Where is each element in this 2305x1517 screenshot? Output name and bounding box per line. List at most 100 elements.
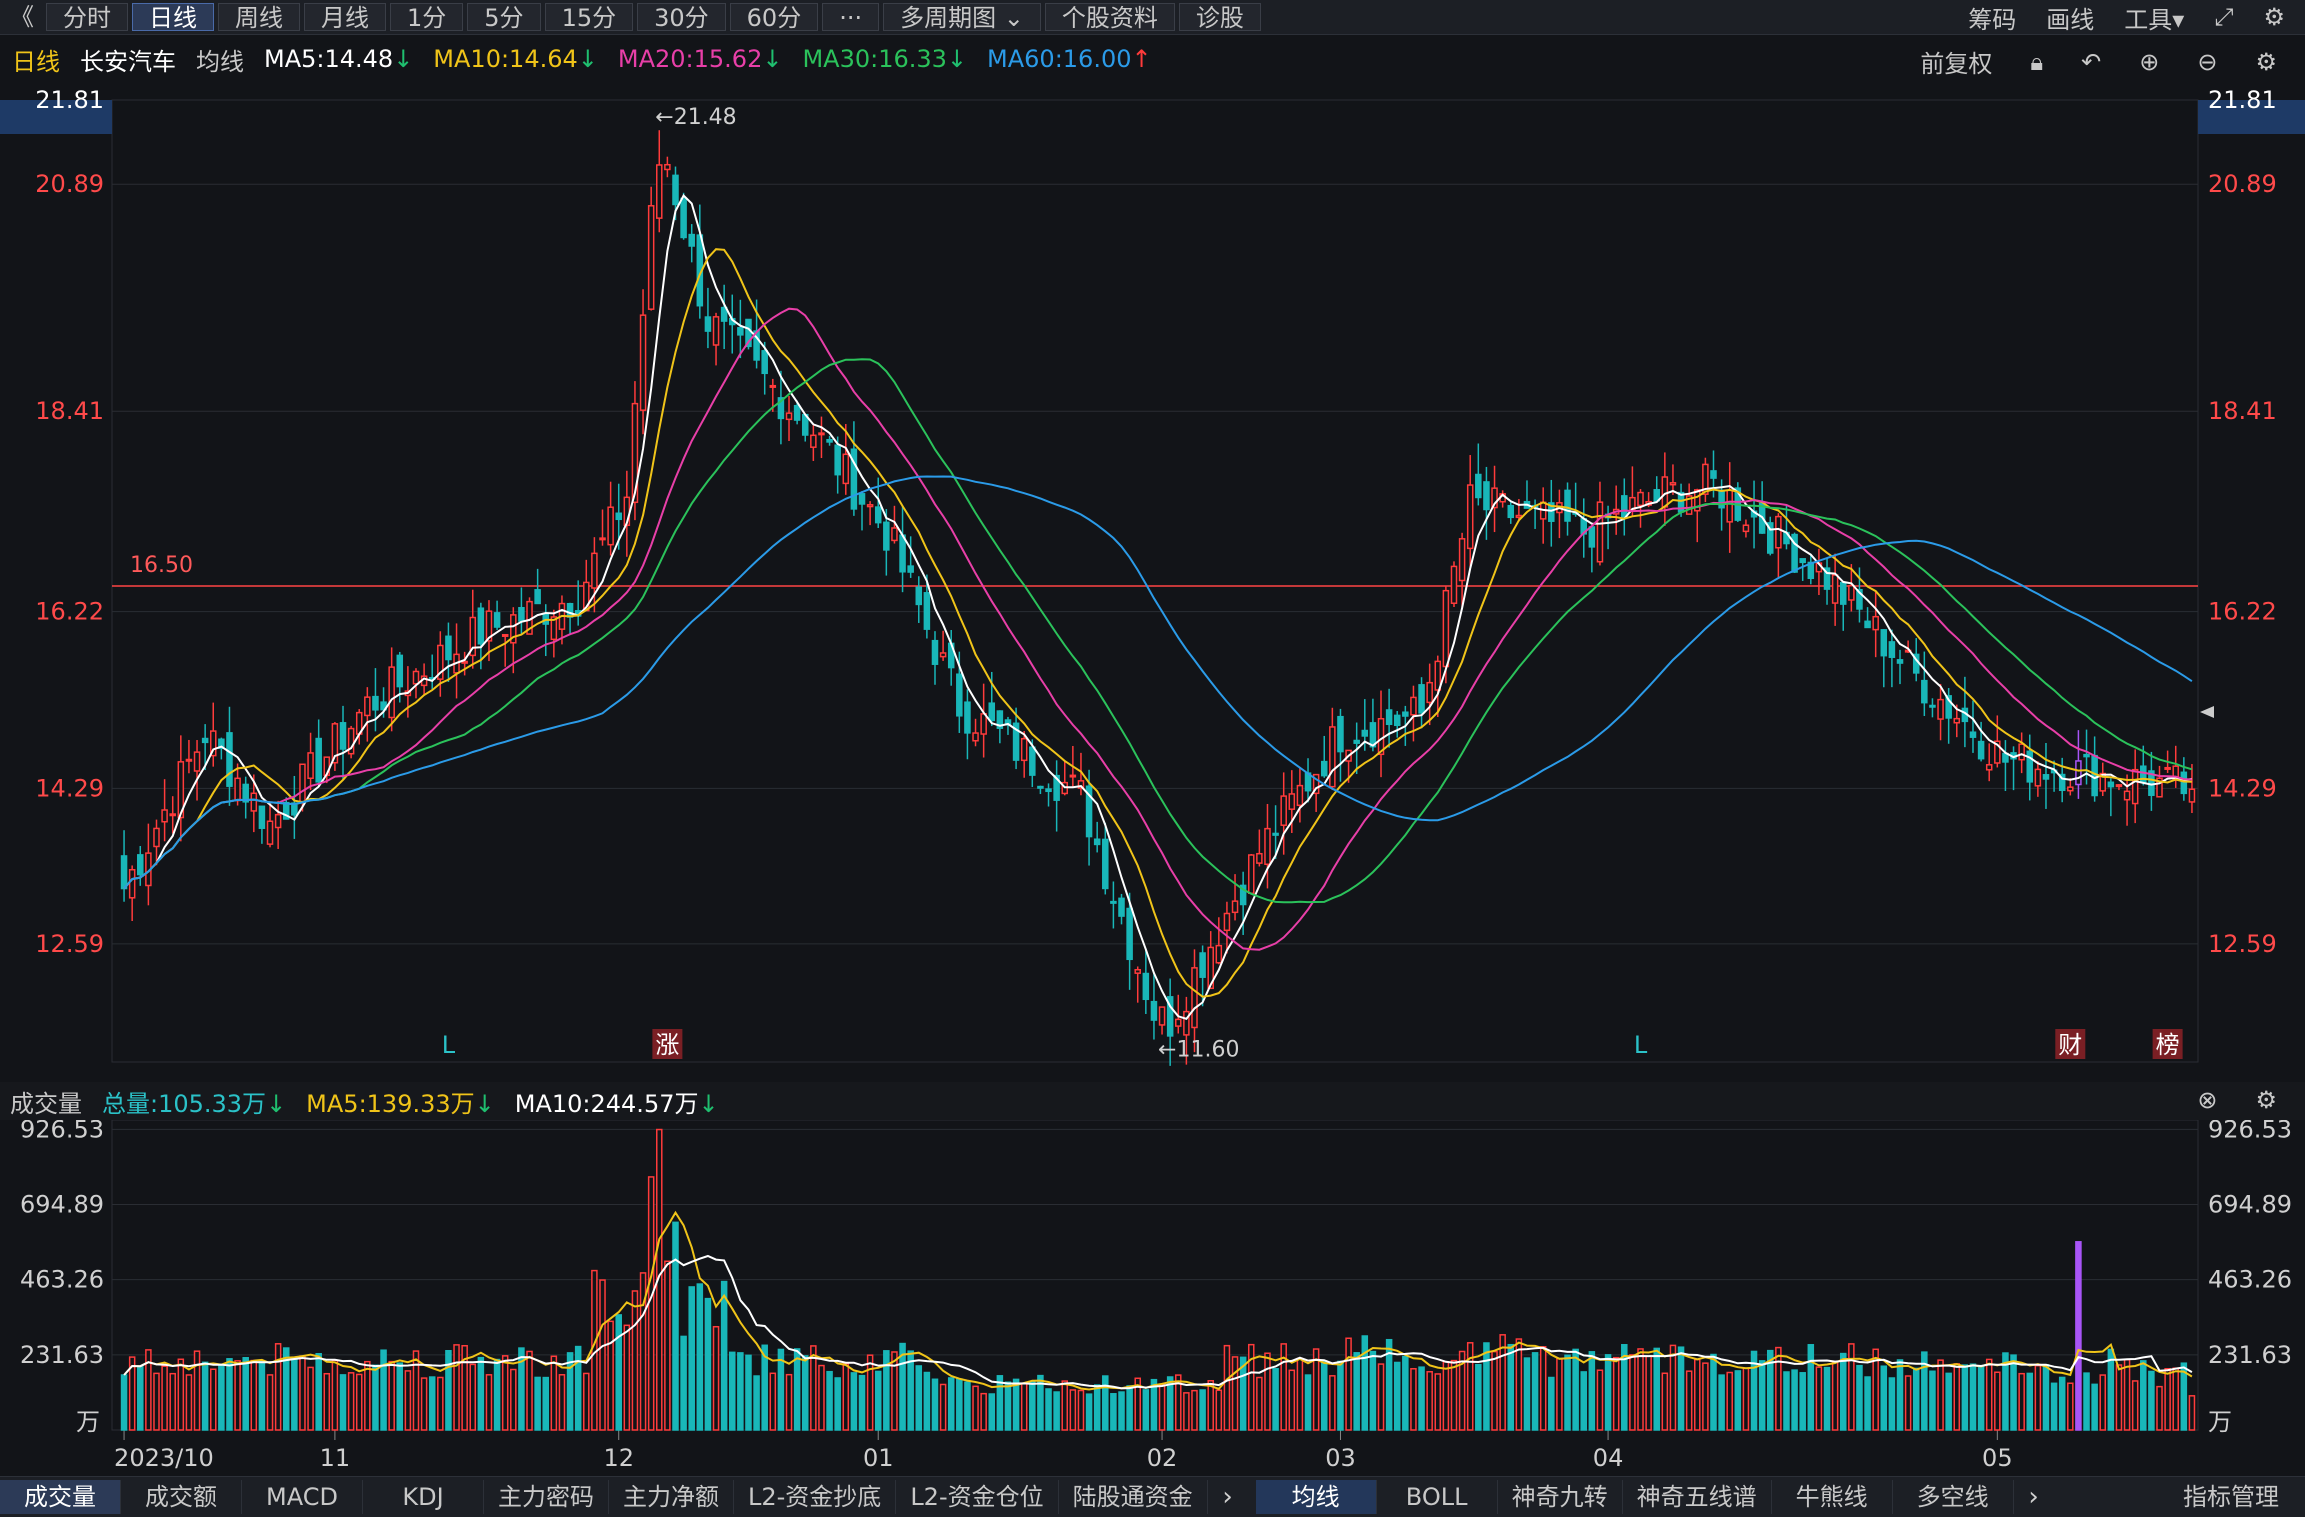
candle-body[interactable]	[550, 616, 558, 641]
volume-bar[interactable]	[1766, 1349, 1774, 1431]
candle-body[interactable]	[2115, 784, 2123, 788]
candle-body[interactable]	[469, 616, 477, 657]
candle-body[interactable]	[1588, 526, 1596, 548]
volume-bar[interactable]	[1345, 1337, 1352, 1431]
volume-bar[interactable]	[915, 1365, 923, 1431]
volume-bar[interactable]	[810, 1345, 817, 1431]
event-marker[interactable]: L	[442, 1031, 456, 1059]
candle-body[interactable]	[1126, 907, 1133, 961]
candle-body[interactable]	[1929, 704, 1936, 708]
volume-bar[interactable]	[2140, 1360, 2147, 1431]
candle-body[interactable]	[1710, 470, 1717, 479]
candle-body[interactable]	[299, 763, 306, 803]
volume-bar[interactable]	[137, 1365, 144, 1431]
indicator-tab[interactable]: 主力净额	[609, 1480, 734, 1514]
candle-body[interactable]	[1669, 482, 1677, 486]
volume-bar[interactable]	[1166, 1376, 1174, 1431]
volume-bar[interactable]	[1029, 1381, 1036, 1431]
volume-bar[interactable]	[631, 1290, 639, 1431]
candle-body[interactable]	[339, 722, 347, 750]
volume-bar[interactable]	[769, 1372, 777, 1431]
volume-bar[interactable]	[1256, 1376, 1263, 1431]
adjust-button[interactable]: 前复权	[1920, 50, 1993, 78]
volume-bar[interactable]	[1450, 1359, 1458, 1431]
volume-bar[interactable]	[1280, 1343, 1287, 1431]
candle-body[interactable]	[1272, 832, 1279, 836]
candle-body[interactable]	[1175, 1018, 1182, 1027]
indicator-tab[interactable]: 陆股通资金	[1059, 1480, 1208, 1514]
candle-body[interactable]	[826, 438, 833, 443]
volume-bar[interactable]	[2107, 1348, 2115, 1431]
candle-body[interactable]	[566, 602, 574, 618]
overlay-tab[interactable]: 多空线	[1893, 1480, 2014, 1514]
close-icon[interactable]: ⊗	[2197, 1086, 2218, 1114]
volume-bar[interactable]	[218, 1364, 225, 1431]
volume-bar[interactable]	[1637, 1348, 1644, 1431]
period-tab-7[interactable]: 30分	[637, 3, 726, 32]
candle-body[interactable]	[1994, 740, 2001, 764]
candle-body[interactable]	[1312, 773, 1320, 795]
candle-body[interactable]	[647, 205, 655, 310]
candle-body[interactable]	[1329, 726, 1336, 788]
volume-bar[interactable]	[1053, 1391, 1060, 1431]
volume-bar[interactable]	[1304, 1374, 1312, 1431]
candle-body[interactable]	[1864, 620, 1871, 629]
volume-bar[interactable]	[1929, 1370, 1936, 1431]
indicator-tab[interactable]: KDJ	[363, 1480, 484, 1514]
undo-icon[interactable]: ↶	[2081, 47, 2102, 76]
volume-bar[interactable]	[2180, 1362, 2188, 1431]
candle-body[interactable]	[1150, 1000, 1158, 1021]
candle-body[interactable]	[2034, 768, 2042, 787]
volume-bar[interactable]	[2002, 1352, 2009, 1431]
volume-bar[interactable]	[1888, 1377, 1896, 1431]
diagnose-button[interactable]: 诊股	[1178, 3, 1261, 32]
volume-bar[interactable]	[1572, 1348, 1579, 1431]
candle-body[interactable]	[153, 827, 160, 848]
candle-body[interactable]	[680, 197, 687, 239]
volume-bar[interactable]	[120, 1374, 128, 1431]
candle-body[interactable]	[1166, 996, 1174, 1037]
volume-bar[interactable]	[1158, 1384, 1166, 1431]
candle-body[interactable]	[777, 397, 785, 420]
volume-bar[interactable]	[1953, 1363, 1961, 1431]
volume-bar[interactable]	[1531, 1352, 1539, 1431]
candle-body[interactable]	[1953, 717, 1961, 724]
candle-body[interactable]	[1280, 795, 1287, 826]
volume-bar[interactable]	[1645, 1355, 1652, 1431]
more-periods-button[interactable]: ···	[822, 3, 880, 32]
lock-icon[interactable]: 🔒︎	[2030, 47, 2044, 76]
volume-bar[interactable]	[501, 1355, 509, 1431]
candle-body[interactable]	[858, 493, 866, 505]
candle-body[interactable]	[631, 402, 639, 504]
candle-body[interactable]	[1069, 774, 1077, 778]
candle-body[interactable]	[1434, 660, 1442, 691]
volume-bar[interactable]	[2075, 1241, 2082, 1431]
volume-bar[interactable]	[1969, 1363, 1977, 1431]
candle-body[interactable]	[1353, 739, 1360, 744]
volume-bar[interactable]	[1361, 1335, 1369, 1431]
volume-bar[interactable]	[2148, 1370, 2155, 1431]
volume-bar[interactable]	[2034, 1364, 2042, 1431]
candle-body[interactable]	[1515, 514, 1523, 519]
volume-bar[interactable]	[1320, 1360, 1328, 1431]
ma-label[interactable]: 均线	[196, 47, 244, 76]
candle-body[interactable]	[1223, 912, 1231, 932]
volume-bar[interactable]	[542, 1376, 550, 1431]
volume-bar[interactable]	[1385, 1338, 1393, 1431]
volume-bar[interactable]	[680, 1335, 687, 1431]
settings-icon[interactable]: ⚙	[2255, 47, 2277, 76]
volume-bar[interactable]	[145, 1349, 152, 1431]
candle-body[interactable]	[664, 163, 671, 171]
volume-bar[interactable]	[1694, 1358, 1701, 1431]
volume-bar[interactable]	[493, 1358, 501, 1431]
volume-bar[interactable]	[1004, 1381, 1012, 1431]
volume-bar[interactable]	[1491, 1350, 1498, 1431]
volume-bar[interactable]	[2067, 1382, 2074, 1431]
indicator-tab[interactable]: L2-资金仓位	[896, 1480, 1059, 1514]
candle-body[interactable]	[1199, 952, 1206, 978]
indicator-tab[interactable]: 成交量	[0, 1480, 121, 1514]
volume-bar[interactable]	[518, 1347, 525, 1431]
volume-bar[interactable]	[623, 1324, 631, 1431]
event-marker-box[interactable]	[2152, 1029, 2183, 1059]
volume-bar[interactable]	[469, 1363, 477, 1431]
